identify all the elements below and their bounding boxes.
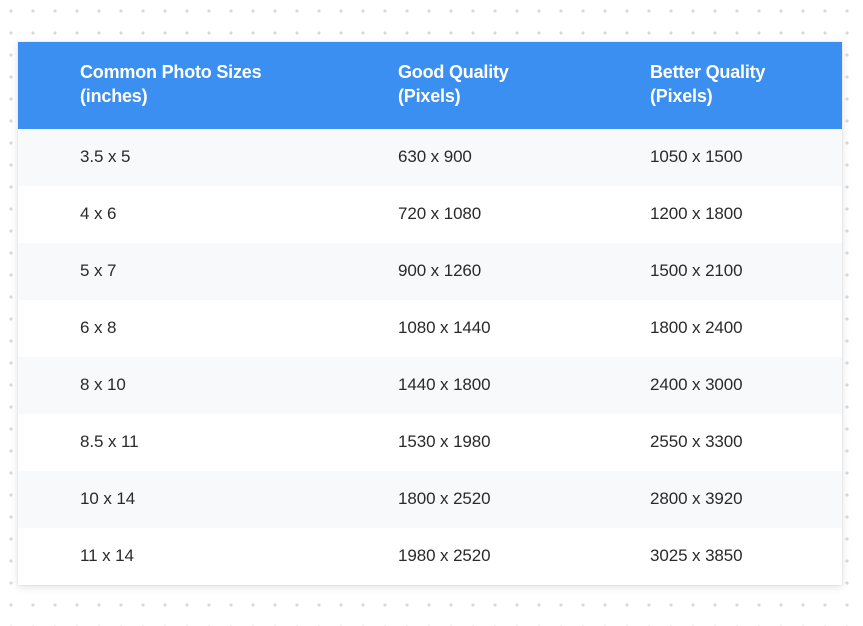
cell-photo-size: 5 x 7	[18, 261, 336, 281]
cell-photo-size: 10 x 14	[18, 489, 336, 509]
table-row: 3.5 x 5 630 x 900 1050 x 1500	[18, 129, 842, 186]
column-header-better-quality: Better Quality (Pixels)	[630, 60, 842, 109]
cell-good-quality: 720 x 1080	[336, 204, 630, 224]
cell-photo-size: 6 x 8	[18, 318, 336, 338]
table-header-row: Common Photo Sizes (inches) Good Quality…	[18, 42, 842, 129]
column-header-photo-size: Common Photo Sizes (inches)	[18, 60, 336, 109]
table-row: 8.5 x 11 1530 x 1980 2550 x 3300	[18, 414, 842, 471]
cell-photo-size: 8 x 10	[18, 375, 336, 395]
column-header-line1: Good Quality	[398, 62, 509, 82]
cell-good-quality: 1980 x 2520	[336, 546, 630, 566]
column-header-line2: (Pixels)	[650, 84, 834, 108]
cell-better-quality: 2800 x 3920	[630, 489, 842, 509]
cell-good-quality: 1440 x 1800	[336, 375, 630, 395]
column-header-line2: (Pixels)	[398, 84, 622, 108]
cell-better-quality: 1800 x 2400	[630, 318, 842, 338]
table-row: 6 x 8 1080 x 1440 1800 x 2400	[18, 300, 842, 357]
cell-better-quality: 1050 x 1500	[630, 147, 842, 167]
table-row: 10 x 14 1800 x 2520 2800 x 3920	[18, 471, 842, 528]
table-row: 4 x 6 720 x 1080 1200 x 1800	[18, 186, 842, 243]
cell-better-quality: 1200 x 1800	[630, 204, 842, 224]
cell-better-quality: 3025 x 3850	[630, 546, 842, 566]
cell-photo-size: 11 x 14	[18, 546, 336, 566]
cell-better-quality: 2550 x 3300	[630, 432, 842, 452]
table-row: 5 x 7 900 x 1260 1500 x 2100	[18, 243, 842, 300]
table-body: 3.5 x 5 630 x 900 1050 x 1500 4 x 6 720 …	[18, 129, 842, 585]
photo-size-table: Common Photo Sizes (inches) Good Quality…	[18, 42, 842, 585]
table-row: 8 x 10 1440 x 1800 2400 x 3000	[18, 357, 842, 414]
column-header-good-quality: Good Quality (Pixels)	[336, 60, 630, 109]
cell-photo-size: 3.5 x 5	[18, 147, 336, 167]
table-row: 11 x 14 1980 x 2520 3025 x 3850	[18, 528, 842, 585]
cell-good-quality: 1080 x 1440	[336, 318, 630, 338]
cell-photo-size: 4 x 6	[18, 204, 336, 224]
column-header-line1: Better Quality	[650, 62, 765, 82]
cell-good-quality: 900 x 1260	[336, 261, 630, 281]
column-header-line1: Common Photo Sizes	[80, 62, 261, 82]
cell-good-quality: 1530 x 1980	[336, 432, 630, 452]
cell-better-quality: 2400 x 3000	[630, 375, 842, 395]
cell-better-quality: 1500 x 2100	[630, 261, 842, 281]
cell-photo-size: 8.5 x 11	[18, 432, 336, 452]
cell-good-quality: 1800 x 2520	[336, 489, 630, 509]
cell-good-quality: 630 x 900	[336, 147, 630, 167]
column-header-line2: (inches)	[80, 84, 328, 108]
